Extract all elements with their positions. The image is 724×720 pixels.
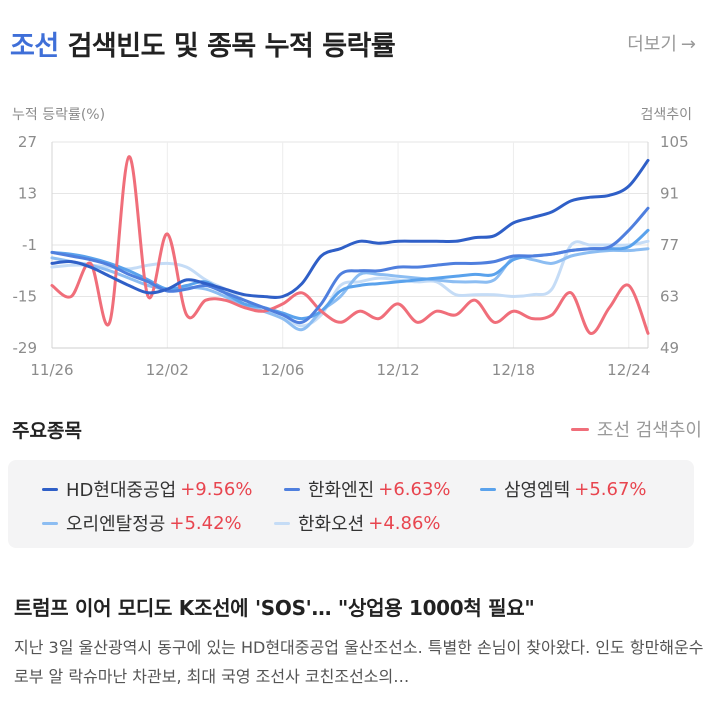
x-tick-label: 11/26 [30,361,73,379]
stock-change: +6.63% [378,478,451,500]
x-tick-label: 12/24 [607,361,650,379]
y-left-axis: 27 13 -1 -15 -29 [13,133,38,357]
stock-change: +5.67% [574,478,647,500]
y-left-tick-label: -1 [22,236,37,254]
search-trend-label: 조선 검색추이 [596,420,702,441]
search-trend-swatch [570,427,589,431]
stock-swatch [274,521,290,525]
arrow-right-icon: → [680,34,696,55]
stock-item[interactable]: 한화엔진 +6.63% [284,476,451,502]
stock-item[interactable]: 삼영엠텍 +5.67% [480,476,647,502]
page-title: 조선 검색빈도 및 종목 누적 등락률 [10,24,396,63]
y-right-tick-label: 63 [660,288,679,306]
x-tick-label: 12/18 [492,361,535,379]
stock-name: 한화오션 [298,514,365,535]
y-left-tick-label: -15 [13,288,38,306]
stock-name: 삼영엠텍 [504,480,571,501]
stock-legend-box: HD현대중공업 +9.56% 한화엔진 +6.63% 삼영엠텍 +5.67% 오… [8,460,694,548]
title-accent: 조선 [10,31,59,62]
chart-grid [51,141,649,349]
news-item[interactable]: 트럼프 이어 모디도 K조선에 'SOS'… "상업용 1000척 필요" 지난… [14,592,704,691]
series-line-3 [50,247,650,332]
search-trend-legend: 조선 검색추이 [570,416,702,442]
stock-swatch [42,487,58,491]
stock-name: 오리엔탈정공 [66,514,166,535]
stock-item[interactable]: 오리엔탈정공 +5.42% [42,510,242,536]
news-title[interactable]: 트럼프 이어 모디도 K조선에 'SOS'… "상업용 1000척 필요" [14,596,535,620]
series-line-4 [50,239,650,328]
y-left-tick-label: -29 [13,339,38,357]
y-right-axis-title: 검색추이 [640,107,692,123]
y-right-tick-label: 77 [660,236,679,254]
stock-change: +9.56% [180,478,253,500]
series-line-1 [50,206,650,325]
stock-swatch [480,487,496,491]
y-right-tick-label: 49 [660,339,679,357]
more-label: 더보기 [627,34,677,55]
x-tick-label: 12/02 [146,361,189,379]
stock-name: HD현대중공업 [66,480,177,501]
x-tick-label: 12/06 [261,361,304,379]
stock-change: +5.42% [169,512,242,534]
y-right-tick-label: 105 [660,133,689,151]
stocks-section-header: 주요종목 조선 검색추이 [12,414,712,444]
y-right-tick-label: 91 [660,185,679,203]
y-right-axis: 105 91 77 63 49 [660,133,689,357]
more-link[interactable]: 더보기 → [627,30,696,56]
series-line-0 [50,158,650,300]
y-left-axis-title: 누적 등락률(%) [12,107,105,123]
section-header: 조선 검색빈도 및 종목 누적 등락률 더보기 → [10,24,714,64]
x-axis: 11/26 12/02 12/06 12/12 12/18 12/24 [30,361,650,379]
y-left-tick-label: 27 [18,133,37,151]
stock-name: 한화엔진 [308,480,375,501]
stocks-section-title: 주요종목 [12,420,82,442]
stock-swatch [284,487,300,491]
title-rest: 검색빈도 및 종목 누적 등락률 [58,31,396,62]
stock-swatch [42,521,58,525]
x-tick-label: 12/12 [376,361,419,379]
stock-change: +4.86% [368,512,441,534]
stock-item[interactable]: 한화오션 +4.86% [274,510,441,536]
series-line-5 [50,155,650,335]
chart-series [50,155,650,335]
y-left-tick-label: 13 [18,185,37,203]
chart-container: 누적 등락률(%) 검색추이 27 13 -1 -15 -29 105 91 77 63 49 … [0,96,724,386]
news-summary: 지난 3일 울산광역시 동구에 있는 HD현대중공업 울산조선소. 특별한 손님… [14,638,704,686]
stock-item[interactable]: HD현대중공업 +9.56% [42,476,252,502]
